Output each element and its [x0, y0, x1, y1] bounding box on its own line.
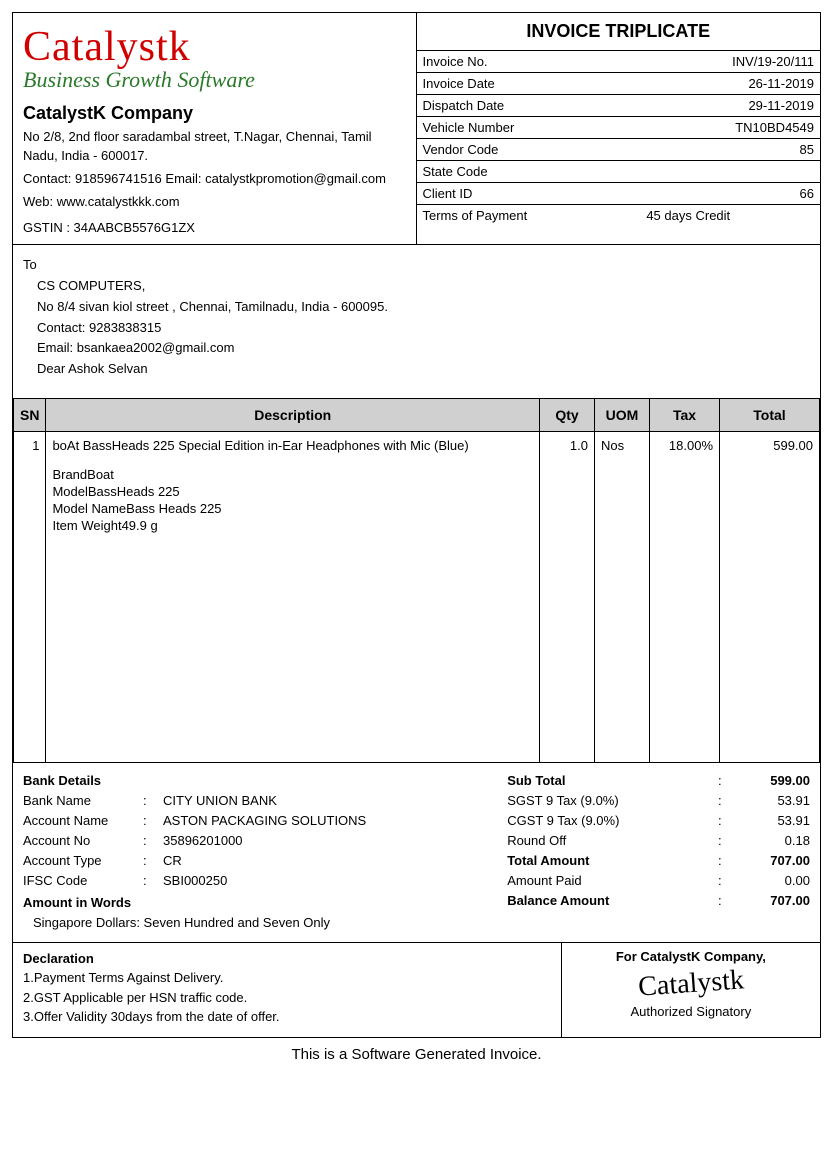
th-qty: Qty: [540, 399, 595, 432]
to-email: Email: bsankaea2002@gmail.com: [23, 338, 810, 359]
cell-desc: boAt BassHeads 225 Special Edition in-Ea…: [46, 432, 540, 762]
th-tax: Tax: [650, 399, 720, 432]
cell-qty: 1.0: [540, 432, 595, 762]
th-desc: Description: [46, 399, 540, 432]
totals-value: 0.00: [730, 871, 810, 891]
th-uom: UOM: [595, 399, 650, 432]
cell-uom: Nos: [595, 432, 650, 762]
bank-value-acct-type: CR: [163, 851, 487, 871]
totals-row: CGST 9 Tax (9.0%):53.91: [507, 811, 810, 831]
bank-value-acct-no: 35896201000: [163, 831, 487, 851]
bank-value-ifsc: SBI000250: [163, 871, 487, 891]
item-brand: BrandBoat: [52, 467, 533, 482]
totals-row: Sub Total:599.00: [507, 771, 810, 791]
company-gstin: GSTIN : 34AABCB5576G1ZX: [23, 219, 406, 238]
meta-value-vehicle-number: TN10BD4549: [557, 117, 821, 138]
item-weight: Item Weight49.9 g: [52, 518, 533, 533]
to-attn: Dear Ashok Selvan: [23, 359, 810, 380]
totals-value: 707.00: [730, 891, 810, 911]
bill-to-block: To CS COMPUTERS, No 8/4 sivan kiol stree…: [13, 244, 820, 398]
amount-in-words-label: Amount in Words: [23, 893, 487, 913]
company-address: No 2/8, 2nd floor saradambal street, T.N…: [23, 128, 406, 166]
cell-total: 599.00: [720, 432, 820, 762]
totals-row: Round Off:0.18: [507, 831, 810, 851]
meta-value-state-code: [557, 161, 821, 182]
logo-main: Catalystk: [23, 23, 406, 71]
bank-label-ifsc: IFSC Code: [23, 871, 143, 891]
totals-row: SGST 9 Tax (9.0%):53.91: [507, 791, 810, 811]
bank-label-acct-name: Account Name: [23, 811, 143, 831]
cell-tax: 18.00%: [650, 432, 720, 762]
bank-title: Bank Details: [23, 771, 487, 791]
item-model-name: Model NameBass Heads 225: [52, 501, 533, 516]
meta-label-vehicle-number: Vehicle Number: [417, 117, 557, 138]
meta-label-state-code: State Code: [417, 161, 557, 182]
meta-value-client-id: 66: [557, 183, 821, 204]
invoice-meta-block: INVOICE TRIPLICATE Invoice No.INV/19-20/…: [417, 13, 821, 244]
bank-value-acct-name: ASTON PACKAGING SOLUTIONS: [163, 811, 487, 831]
company-web: Web: www.catalystkkk.com: [23, 193, 406, 212]
to-name: CS COMPUTERS,: [23, 276, 810, 297]
totals-label: CGST 9 Tax (9.0%): [507, 811, 718, 831]
bank-label-acct-no: Account No: [23, 831, 143, 851]
cell-sn: 1: [14, 432, 46, 762]
meta-label-invoice-no: Invoice No.: [417, 51, 557, 72]
totals-value: 599.00: [730, 771, 810, 791]
meta-value-dispatch-date: 29-11-2019: [557, 95, 821, 116]
totals-block: Sub Total:599.00SGST 9 Tax (9.0%):53.91C…: [497, 763, 820, 942]
company-name: CatalystK Company: [23, 103, 406, 124]
items-table: SN Description Qty UOM Tax Total 1 boAt …: [13, 398, 820, 762]
meta-value-terms: 45 days Credit: [557, 205, 821, 226]
totals-row: Balance Amount:707.00: [507, 891, 810, 911]
company-contact: Contact: 918596741516 Email: catalystkpr…: [23, 170, 406, 189]
invoice-container: Catalystk Business Growth Software Catal…: [12, 12, 821, 1038]
amount-in-words-value: Singapore Dollars: Seven Hundred and Sev…: [23, 913, 487, 933]
totals-value: 0.18: [730, 831, 810, 851]
footer-text: This is a Software Generated Invoice.: [12, 1038, 821, 1063]
signature-block: For CatalystK Company, Catalystk Authori…: [562, 943, 820, 1037]
bank-label-acct-type: Account Type: [23, 851, 143, 871]
meta-label-terms: Terms of Payment: [417, 205, 557, 226]
bank-details-block: Bank Details Bank Name:CITY UNION BANK A…: [13, 763, 497, 942]
declaration-line: 2.GST Applicable per HSN traffic code.: [23, 988, 551, 1008]
th-total: Total: [720, 399, 820, 432]
declaration-block: Declaration 1.Payment Terms Against Deli…: [13, 943, 562, 1037]
meta-value-vendor-code: 85: [557, 139, 821, 160]
table-row: 1 boAt BassHeads 225 Special Edition in-…: [14, 432, 820, 762]
signature-image: Catalystk: [571, 959, 811, 1008]
declaration-line: 3.Offer Validity 30days from the date of…: [23, 1007, 551, 1027]
totals-value: 53.91: [730, 811, 810, 831]
logo-sub: Business Growth Software: [23, 67, 406, 93]
meta-label-client-id: Client ID: [417, 183, 557, 204]
totals-row: Total Amount:707.00: [507, 851, 810, 871]
meta-label-dispatch-date: Dispatch Date: [417, 95, 557, 116]
item-desc: boAt BassHeads 225 Special Edition in-Ea…: [52, 438, 533, 453]
declaration-line: 1.Payment Terms Against Delivery.: [23, 968, 551, 988]
totals-label: Sub Total: [507, 771, 718, 791]
totals-label: Total Amount: [507, 851, 718, 871]
invoice-title: INVOICE TRIPLICATE: [417, 13, 821, 51]
meta-label-vendor-code: Vendor Code: [417, 139, 557, 160]
totals-row: Amount Paid:0.00: [507, 871, 810, 891]
totals-value: 707.00: [730, 851, 810, 871]
bank-label-name: Bank Name: [23, 791, 143, 811]
to-address: No 8/4 sivan kiol street , Chennai, Tami…: [23, 297, 810, 318]
meta-value-invoice-date: 26-11-2019: [557, 73, 821, 94]
totals-label: Amount Paid: [507, 871, 718, 891]
to-contact: Contact: 9283838315: [23, 318, 810, 339]
totals-label: Balance Amount: [507, 891, 718, 911]
bank-value-name: CITY UNION BANK: [163, 791, 487, 811]
to-label: To: [23, 255, 810, 276]
totals-label: SGST 9 Tax (9.0%): [507, 791, 718, 811]
totals-value: 53.91: [730, 791, 810, 811]
meta-value-invoice-no: INV/19-20/111: [557, 51, 821, 72]
th-sn: SN: [14, 399, 46, 432]
item-model: ModelBassHeads 225: [52, 484, 533, 499]
company-block: Catalystk Business Growth Software Catal…: [13, 13, 417, 244]
declaration-title: Declaration: [23, 949, 551, 969]
totals-label: Round Off: [507, 831, 718, 851]
meta-label-invoice-date: Invoice Date: [417, 73, 557, 94]
